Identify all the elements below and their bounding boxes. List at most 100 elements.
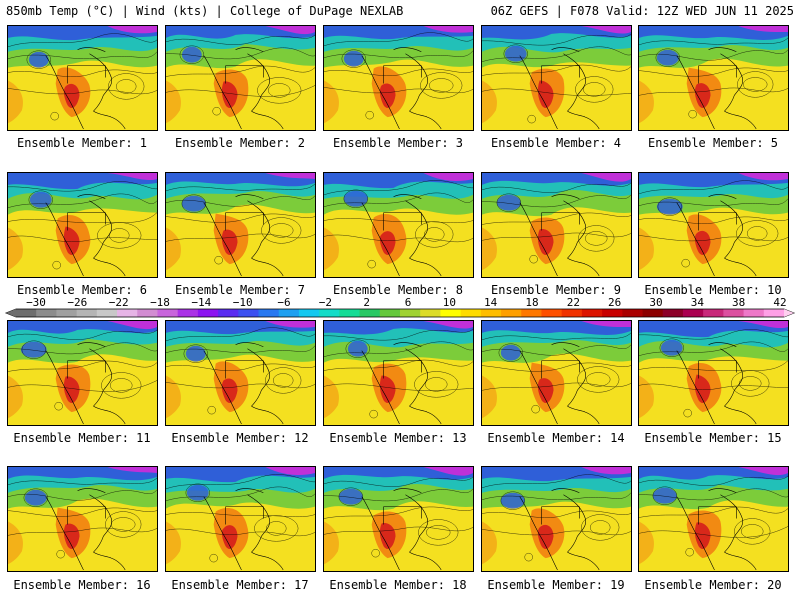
- ensemble-member-map-4: [481, 25, 632, 131]
- ensemble-member-label-16: Ensemble Member: 16: [13, 578, 151, 592]
- ensemble-member-map-9: [481, 172, 632, 278]
- colorbar-tick-label: −26: [67, 296, 88, 309]
- ensemble-member-map-16: [7, 466, 158, 572]
- colorbar-swatch: [521, 309, 542, 317]
- ensemble-member-label-20: Ensemble Member: 20: [644, 578, 782, 592]
- colorbar-tick-label: 14: [484, 296, 498, 309]
- colorbar-swatch: [662, 309, 684, 317]
- ensemble-member-label-19: Ensemble Member: 19: [487, 578, 625, 592]
- colorbar-swatch: [642, 309, 664, 317]
- ensemble-member-map-18: [323, 466, 474, 572]
- ensemble-member-label-2: Ensemble Member: 2: [174, 136, 306, 150]
- ensemble-member-label-10: Ensemble Member: 10: [644, 283, 782, 297]
- colorbar-tick-label: −10: [232, 296, 253, 309]
- model-run-info: 06Z GEFS | F078 Valid: 12Z WED JUN 11 20…: [490, 4, 794, 18]
- ensemble-member-map-3: [323, 25, 474, 131]
- colorbar-swatch: [16, 309, 37, 317]
- colorbar-swatch: [501, 309, 522, 317]
- ensemble-member-map-5: [638, 25, 789, 131]
- ensemble-member-map-17: [165, 466, 316, 572]
- colorbar-swatch: [298, 309, 320, 317]
- colorbar-tick-label: −14: [191, 296, 212, 309]
- ensemble-member-label-18: Ensemble Member: 18: [329, 578, 467, 592]
- colorbar-swatch: [96, 309, 118, 317]
- colorbar-swatch: [76, 309, 98, 317]
- colorbar-tick-label: −6: [277, 296, 291, 309]
- colorbar-max-arrow: [784, 309, 794, 317]
- ensemble-member-map-12: [165, 320, 316, 426]
- colorbar-tick-label: −18: [150, 296, 170, 309]
- colorbar-swatch: [117, 309, 138, 317]
- ensemble-member-label-8: Ensemble Member: 8: [332, 283, 464, 297]
- colorbar-swatch: [622, 309, 644, 317]
- ensemble-member-map-1: [7, 25, 158, 131]
- ensemble-member-map-13: [323, 320, 474, 426]
- map-title: 850mb Temp (°C) | Wind (kts) | College o…: [6, 4, 404, 18]
- colorbar-swatch: [561, 309, 583, 317]
- colorbar-swatch: [238, 309, 260, 317]
- ensemble-member-label-5: Ensemble Member: 5: [647, 136, 779, 150]
- colorbar-swatch: [56, 309, 78, 317]
- ensemble-member-map-6: [7, 172, 158, 278]
- colorbar-swatch: [197, 309, 219, 317]
- colorbar-tick-label: 6: [404, 296, 412, 309]
- ensemble-member-label-9: Ensemble Member: 9: [490, 283, 622, 297]
- ensemble-member-map-19: [481, 466, 632, 572]
- ensemble-member-label-1: Ensemble Member: 1: [16, 136, 148, 150]
- ensemble-member-map-14: [481, 320, 632, 426]
- ensemble-member-label-11: Ensemble Member: 11: [13, 431, 151, 445]
- colorbar-swatch: [541, 309, 563, 317]
- colorbar-swatch: [682, 309, 704, 317]
- ensemble-member-label-15: Ensemble Member: 15: [644, 431, 782, 445]
- colorbar-swatch: [763, 309, 785, 317]
- colorbar-swatch: [602, 309, 623, 317]
- temperature-colorbar: [4, 308, 796, 318]
- ensemble-member-map-7: [165, 172, 316, 278]
- ensemble-member-label-4: Ensemble Member: 4: [490, 136, 622, 150]
- colorbar-tick-label: 2: [363, 296, 370, 309]
- colorbar-swatch: [218, 309, 239, 317]
- colorbar-swatch: [440, 309, 462, 317]
- ensemble-member-map-15: [638, 320, 789, 426]
- ensemble-member-map-11: [7, 320, 158, 426]
- colorbar-swatch: [723, 309, 745, 317]
- ensemble-member-map-8: [323, 172, 474, 278]
- colorbar-tick-label: −30: [26, 296, 46, 309]
- colorbar-tick-label: 34: [690, 296, 704, 309]
- colorbar-swatch: [379, 309, 401, 317]
- colorbar-tick-label: 38: [732, 296, 746, 309]
- ensemble-member-label-12: Ensemble Member: 12: [171, 431, 309, 445]
- colorbar-swatch: [581, 309, 603, 317]
- colorbar-swatch: [258, 309, 280, 317]
- ensemble-member-label-14: Ensemble Member: 14: [487, 431, 625, 445]
- ensemble-member-label-13: Ensemble Member: 13: [329, 431, 467, 445]
- colorbar-tick-label: −22: [108, 296, 129, 309]
- colorbar-swatch: [137, 309, 158, 317]
- colorbar-swatch: [319, 309, 340, 317]
- colorbar-tick-label: 26: [608, 296, 622, 309]
- colorbar-swatch: [420, 309, 441, 317]
- colorbar-swatch: [703, 309, 724, 317]
- colorbar-swatch: [743, 309, 765, 317]
- colorbar-swatch: [36, 309, 57, 317]
- colorbar-swatch: [339, 309, 361, 317]
- colorbar-tick-label: 42: [773, 296, 787, 309]
- ensemble-member-map-2: [165, 25, 316, 131]
- colorbar-swatch: [480, 309, 502, 317]
- colorbar-swatch: [177, 309, 199, 317]
- colorbar-swatch: [460, 309, 482, 317]
- ensemble-member-label-3: Ensemble Member: 3: [332, 136, 464, 150]
- colorbar-swatch: [278, 309, 300, 317]
- colorbar-tick-label: 30: [649, 296, 663, 309]
- colorbar-tick-label: 22: [566, 296, 580, 309]
- ensemble-member-label-17: Ensemble Member: 17: [171, 578, 309, 592]
- ensemble-member-label-7: Ensemble Member: 7: [174, 283, 306, 297]
- colorbar-min-arrow: [6, 309, 16, 317]
- ensemble-member-map-20: [638, 466, 789, 572]
- ensemble-member-label-6: Ensemble Member: 6: [16, 283, 148, 297]
- colorbar-swatch: [400, 309, 421, 317]
- ensemble-member-map-10: [638, 172, 789, 278]
- colorbar-tick-label: 10: [442, 296, 456, 309]
- colorbar-tick-label: −2: [318, 296, 332, 309]
- colorbar-tick-label: 18: [525, 296, 539, 309]
